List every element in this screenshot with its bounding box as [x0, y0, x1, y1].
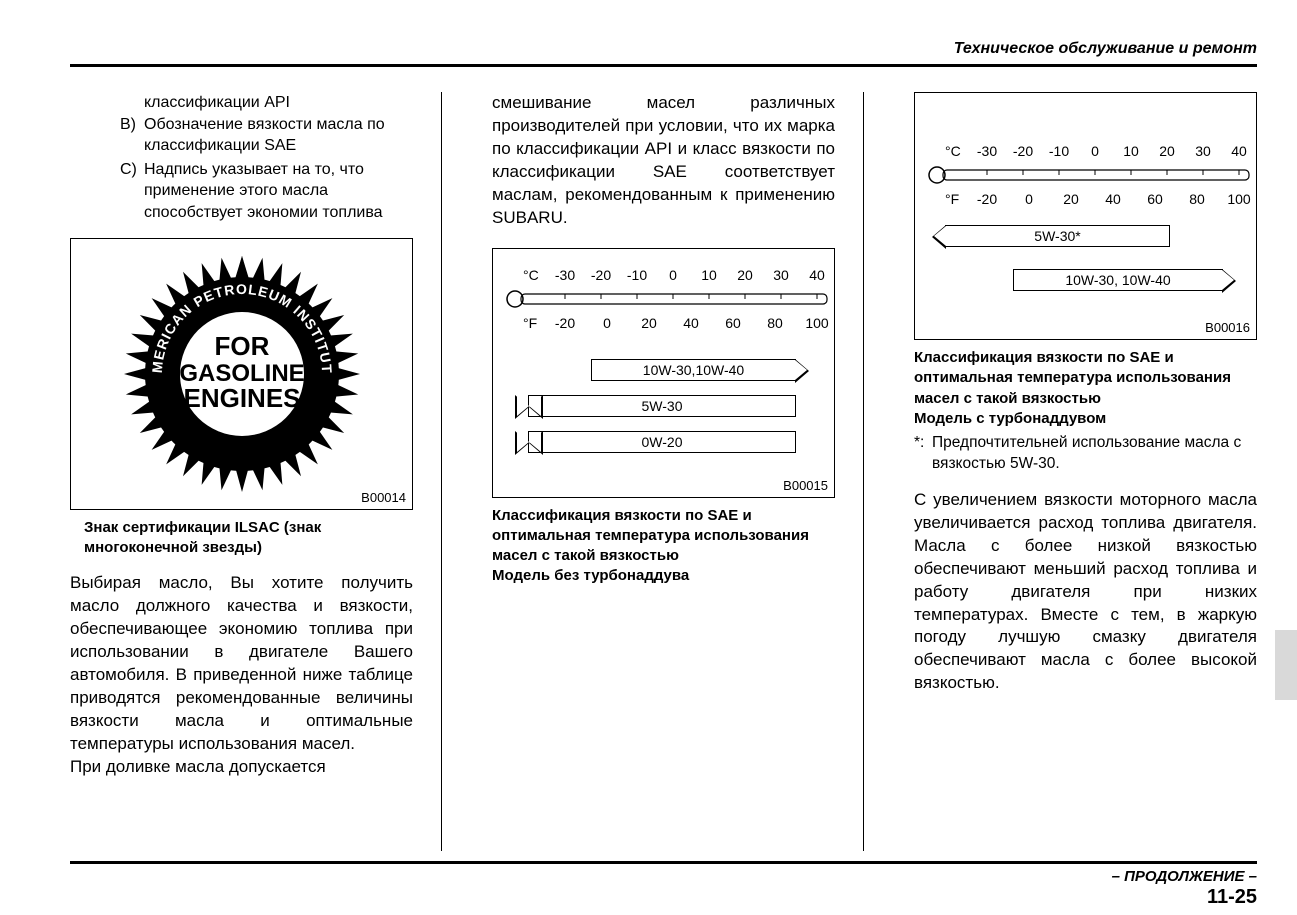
list-item-b: B) Обозначение вязкости масла по классиф… — [70, 114, 413, 157]
tick-label: 80 — [1189, 191, 1205, 207]
tick-label: 80 — [767, 315, 783, 331]
column-layout: классификации API B) Обозначение вязкост… — [70, 67, 1257, 851]
page-header: Техническое обслуживание и ремонт — [70, 40, 1257, 67]
tick-label: 40 — [1231, 143, 1247, 159]
api-seal-icon: AMERICAN PETROLEUM INSTITUTE CERTIFIED F… — [117, 249, 367, 499]
tick-label: -20 — [591, 267, 611, 283]
tick-label: 100 — [1227, 191, 1250, 207]
col3-para: С увеличением вязкости моторного масла у… — [914, 489, 1257, 695]
list-marker-b: B) — [120, 114, 144, 157]
footnote: *: Предпочтительней использование масла … — [914, 433, 1257, 475]
tick-label: -10 — [1049, 143, 1069, 159]
tick-label: 0 — [603, 315, 611, 331]
figure-code-2: B00015 — [783, 478, 828, 493]
figure-caption-1: Знак сертификации ILSAC (знак многоконеч… — [70, 518, 413, 559]
page-number: 11-25 — [1207, 886, 1257, 909]
figure-caption-3: Классификация вязкости по SAE и оптималь… — [914, 348, 1257, 409]
list-marker-c: C) — [120, 159, 144, 224]
seal-line3: ENGINES — [183, 383, 300, 413]
page-footer: – ПРОДОЛЖЕНИЕ – — [70, 861, 1257, 885]
figure-caption-2b: Модель без турбонаддува — [492, 566, 835, 586]
figure-code-3: B00016 — [1205, 320, 1250, 335]
tick-label: -10 — [627, 267, 647, 283]
column-1: классификации API B) Обозначение вязкост… — [70, 92, 413, 851]
thermometer-icon — [503, 289, 833, 309]
col1-para1: Выбирая масло, Вы хотите получить масло … — [70, 572, 413, 756]
col1-para2: При доливке масла допускается — [70, 756, 413, 779]
side-tab — [1275, 630, 1297, 700]
tick-label: -20 — [555, 315, 575, 331]
tick-label: 60 — [725, 315, 741, 331]
unit-c-3: °C — [945, 143, 961, 159]
tick-label: -30 — [555, 267, 575, 283]
tick-label: 10 — [1123, 143, 1139, 159]
viscosity-bar: 10W-30, 10W-40 — [1013, 269, 1223, 291]
column-separator-2 — [863, 92, 864, 851]
figure-chart-3: °C °F -30 -20 -10 0 10 20 30 40 -20 0 20 40 60 80 100 — [914, 92, 1257, 340]
footnote-marker: *: — [914, 433, 932, 475]
temp-chart-3: °C °F -30 -20 -10 0 10 20 30 40 -20 0 20 40 60 80 100 — [915, 93, 1256, 339]
tick-label: 0 — [1025, 191, 1033, 207]
tick-label: 40 — [1105, 191, 1121, 207]
tick-label: -20 — [1013, 143, 1033, 159]
seal-line1: FOR — [214, 331, 269, 361]
figure-ilsac-seal: AMERICAN PETROLEUM INSTITUTE CERTIFIED F… — [70, 238, 413, 510]
col2-para: смешивание масел различных производителе… — [492, 92, 835, 230]
manual-page: Техническое обслуживание и ремонт класси… — [70, 40, 1257, 885]
figure-caption-3b: Модель с турбонаддувом — [914, 409, 1257, 429]
viscosity-bar: 5W-30* — [945, 225, 1170, 247]
list-a-cont: классификации API — [70, 92, 413, 114]
unit-f-3: °F — [945, 191, 959, 207]
viscosity-bar: 10W-30,10W-40 — [591, 359, 796, 381]
column-3: °C °F -30 -20 -10 0 10 20 30 40 -20 0 20 40 60 80 100 — [892, 92, 1257, 851]
tick-label: -30 — [977, 143, 997, 159]
figure-caption-2: Классификация вязкости по SAE и оптималь… — [492, 506, 835, 567]
list-text-b: Обозначение вязкости масла по классифика… — [144, 114, 413, 157]
column-2: смешивание масел различных производителе… — [470, 92, 835, 851]
thermometer-icon-3 — [925, 165, 1255, 185]
tick-label: -20 — [977, 191, 997, 207]
tick-label: 20 — [1159, 143, 1175, 159]
header-title: Техническое обслуживание и ремонт — [954, 40, 1257, 57]
figure-code: B00014 — [361, 490, 406, 505]
list-text-c: Надпись указывает на то, что применение … — [144, 159, 413, 224]
tick-label: 100 — [805, 315, 828, 331]
list-item-c: C) Надпись указывает на то, что применен… — [70, 159, 413, 224]
tick-label: 20 — [1063, 191, 1079, 207]
unit-f: °F — [523, 315, 537, 331]
tick-label: 30 — [773, 267, 789, 283]
footnote-text: Предпочтительней использование масла с в… — [932, 433, 1257, 475]
tick-label: 10 — [701, 267, 717, 283]
tick-label: 0 — [1091, 143, 1099, 159]
tick-label: 60 — [1147, 191, 1163, 207]
unit-c: °C — [523, 267, 539, 283]
tick-label: 20 — [737, 267, 753, 283]
figure-chart-2: °C °F -30 -20 -10 0 10 20 30 40 -20 0 20 40 60 80 100 — [492, 248, 835, 498]
temp-chart-2: °C °F -30 -20 -10 0 10 20 30 40 -20 0 20 40 60 80 100 — [493, 249, 834, 497]
continuation-label: – ПРОДОЛЖЕНИЕ – — [1112, 868, 1257, 885]
tick-label: 40 — [683, 315, 699, 331]
column-separator-1 — [441, 92, 442, 851]
tick-label: 30 — [1195, 143, 1211, 159]
tick-label: 40 — [809, 267, 825, 283]
tick-label: 0 — [669, 267, 677, 283]
viscosity-bar: 0W-20 — [528, 431, 796, 453]
viscosity-bar: 5W-30 — [528, 395, 796, 417]
tick-label: 20 — [641, 315, 657, 331]
